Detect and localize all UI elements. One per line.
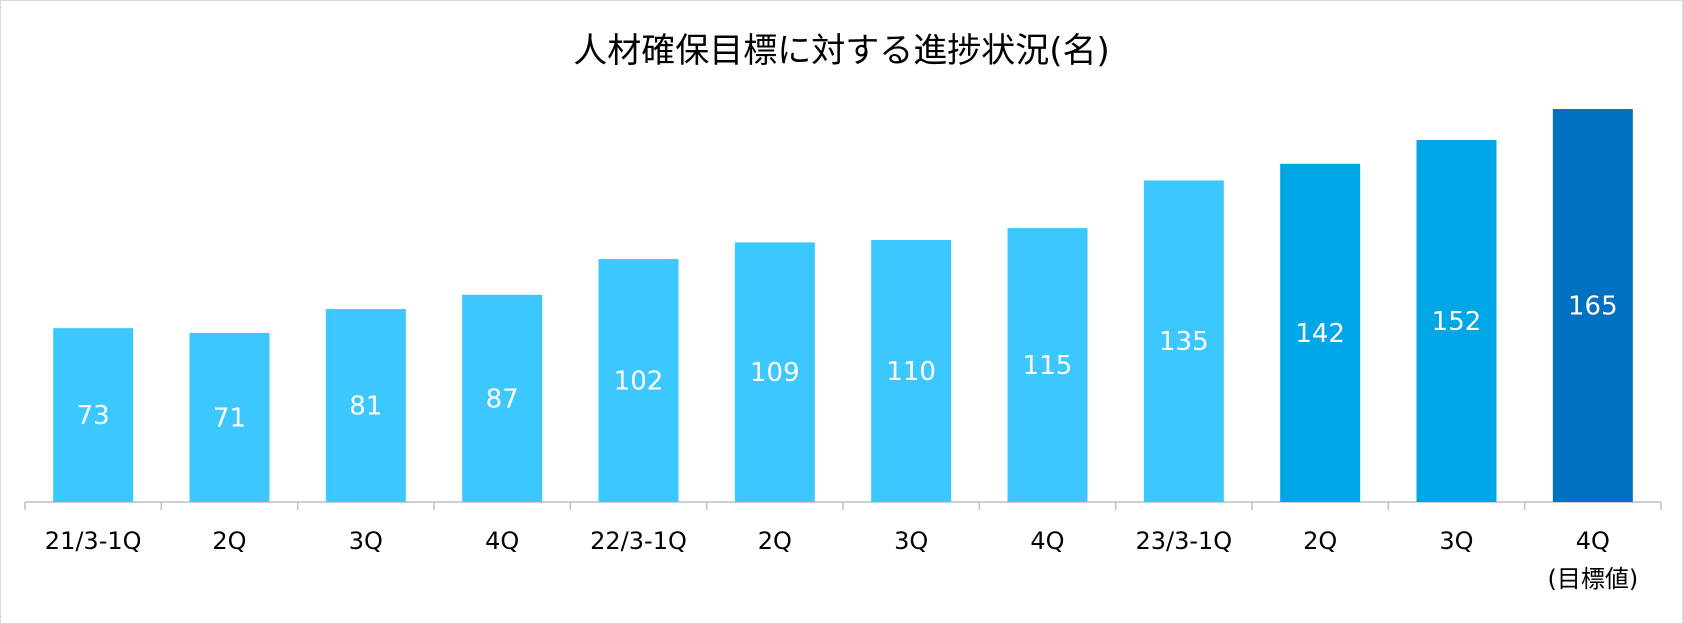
x-tick-label: 3Q: [894, 527, 928, 555]
data-label: 110: [886, 357, 936, 387]
x-tick-label: 2Q: [1303, 527, 1337, 555]
bar: [1143, 180, 1224, 503]
x-tick-label: 4Q: [1576, 527, 1610, 555]
data-label: 73: [77, 401, 110, 431]
x-tick-label: 23/3-1Q: [1135, 527, 1232, 555]
data-label: 81: [349, 392, 382, 422]
bar: [1416, 139, 1497, 503]
bar: [325, 309, 406, 502]
bar: [871, 240, 952, 502]
bar: [189, 332, 270, 502]
x-tick-label: (目標値): [1547, 565, 1638, 593]
x-tick-label: 2Q: [758, 527, 792, 555]
data-label: 87: [486, 384, 519, 414]
data-label: 142: [1295, 319, 1345, 349]
bar: [462, 294, 543, 502]
data-label: 115: [1023, 351, 1073, 381]
bar: [53, 328, 134, 502]
data-label: 71: [213, 403, 246, 433]
data-label: 102: [614, 367, 664, 397]
x-tick-label: 21/3-1Q: [45, 527, 142, 555]
x-tick-label: 22/3-1Q: [590, 527, 687, 555]
bar: [1280, 163, 1361, 503]
chart-title: 人材確保目標に対する進捗状況(名): [573, 31, 1110, 71]
bar: [1007, 228, 1088, 502]
bar: [1552, 109, 1633, 502]
bar: [734, 242, 815, 502]
data-label: 165: [1568, 292, 1618, 322]
x-tick-label: 2Q: [212, 527, 246, 555]
data-label: 109: [750, 358, 800, 388]
x-tick-label: 3Q: [1439, 527, 1473, 555]
data-label: 152: [1432, 307, 1482, 337]
x-tick-label: 4Q: [485, 527, 519, 555]
x-tick-label: 3Q: [349, 527, 383, 555]
data-label: 135: [1159, 327, 1209, 357]
bar: [598, 259, 679, 502]
x-tick-label: 4Q: [1030, 527, 1064, 555]
